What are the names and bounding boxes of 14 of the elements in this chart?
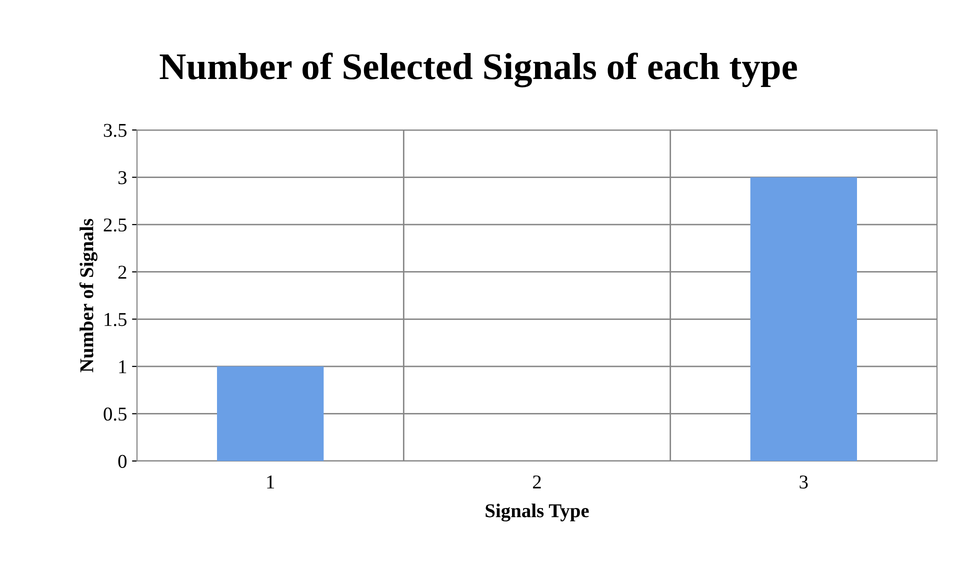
y-tick-label: 1.5	[104, 313, 127, 326]
y-tick-label: 0.5	[104, 408, 127, 421]
x-tick-label: 3	[800, 476, 808, 489]
y-tick-label: 2	[118, 266, 126, 279]
y-tick-label: 3	[118, 171, 127, 184]
chart-title: Number of Selected Signals of each type	[160, 52, 797, 88]
y-tick-label: 0	[118, 454, 127, 468]
y-tick-label: 2.5	[104, 218, 127, 232]
y-tick-label: 3.5	[104, 124, 127, 138]
y-tick-label: 1	[119, 360, 126, 374]
y-axis-title: Number of Signals	[79, 218, 98, 372]
x-axis-title: Signals Type	[486, 504, 589, 522]
x-tick-label: 2	[532, 476, 541, 488]
x-tick-label: 1	[267, 476, 274, 488]
